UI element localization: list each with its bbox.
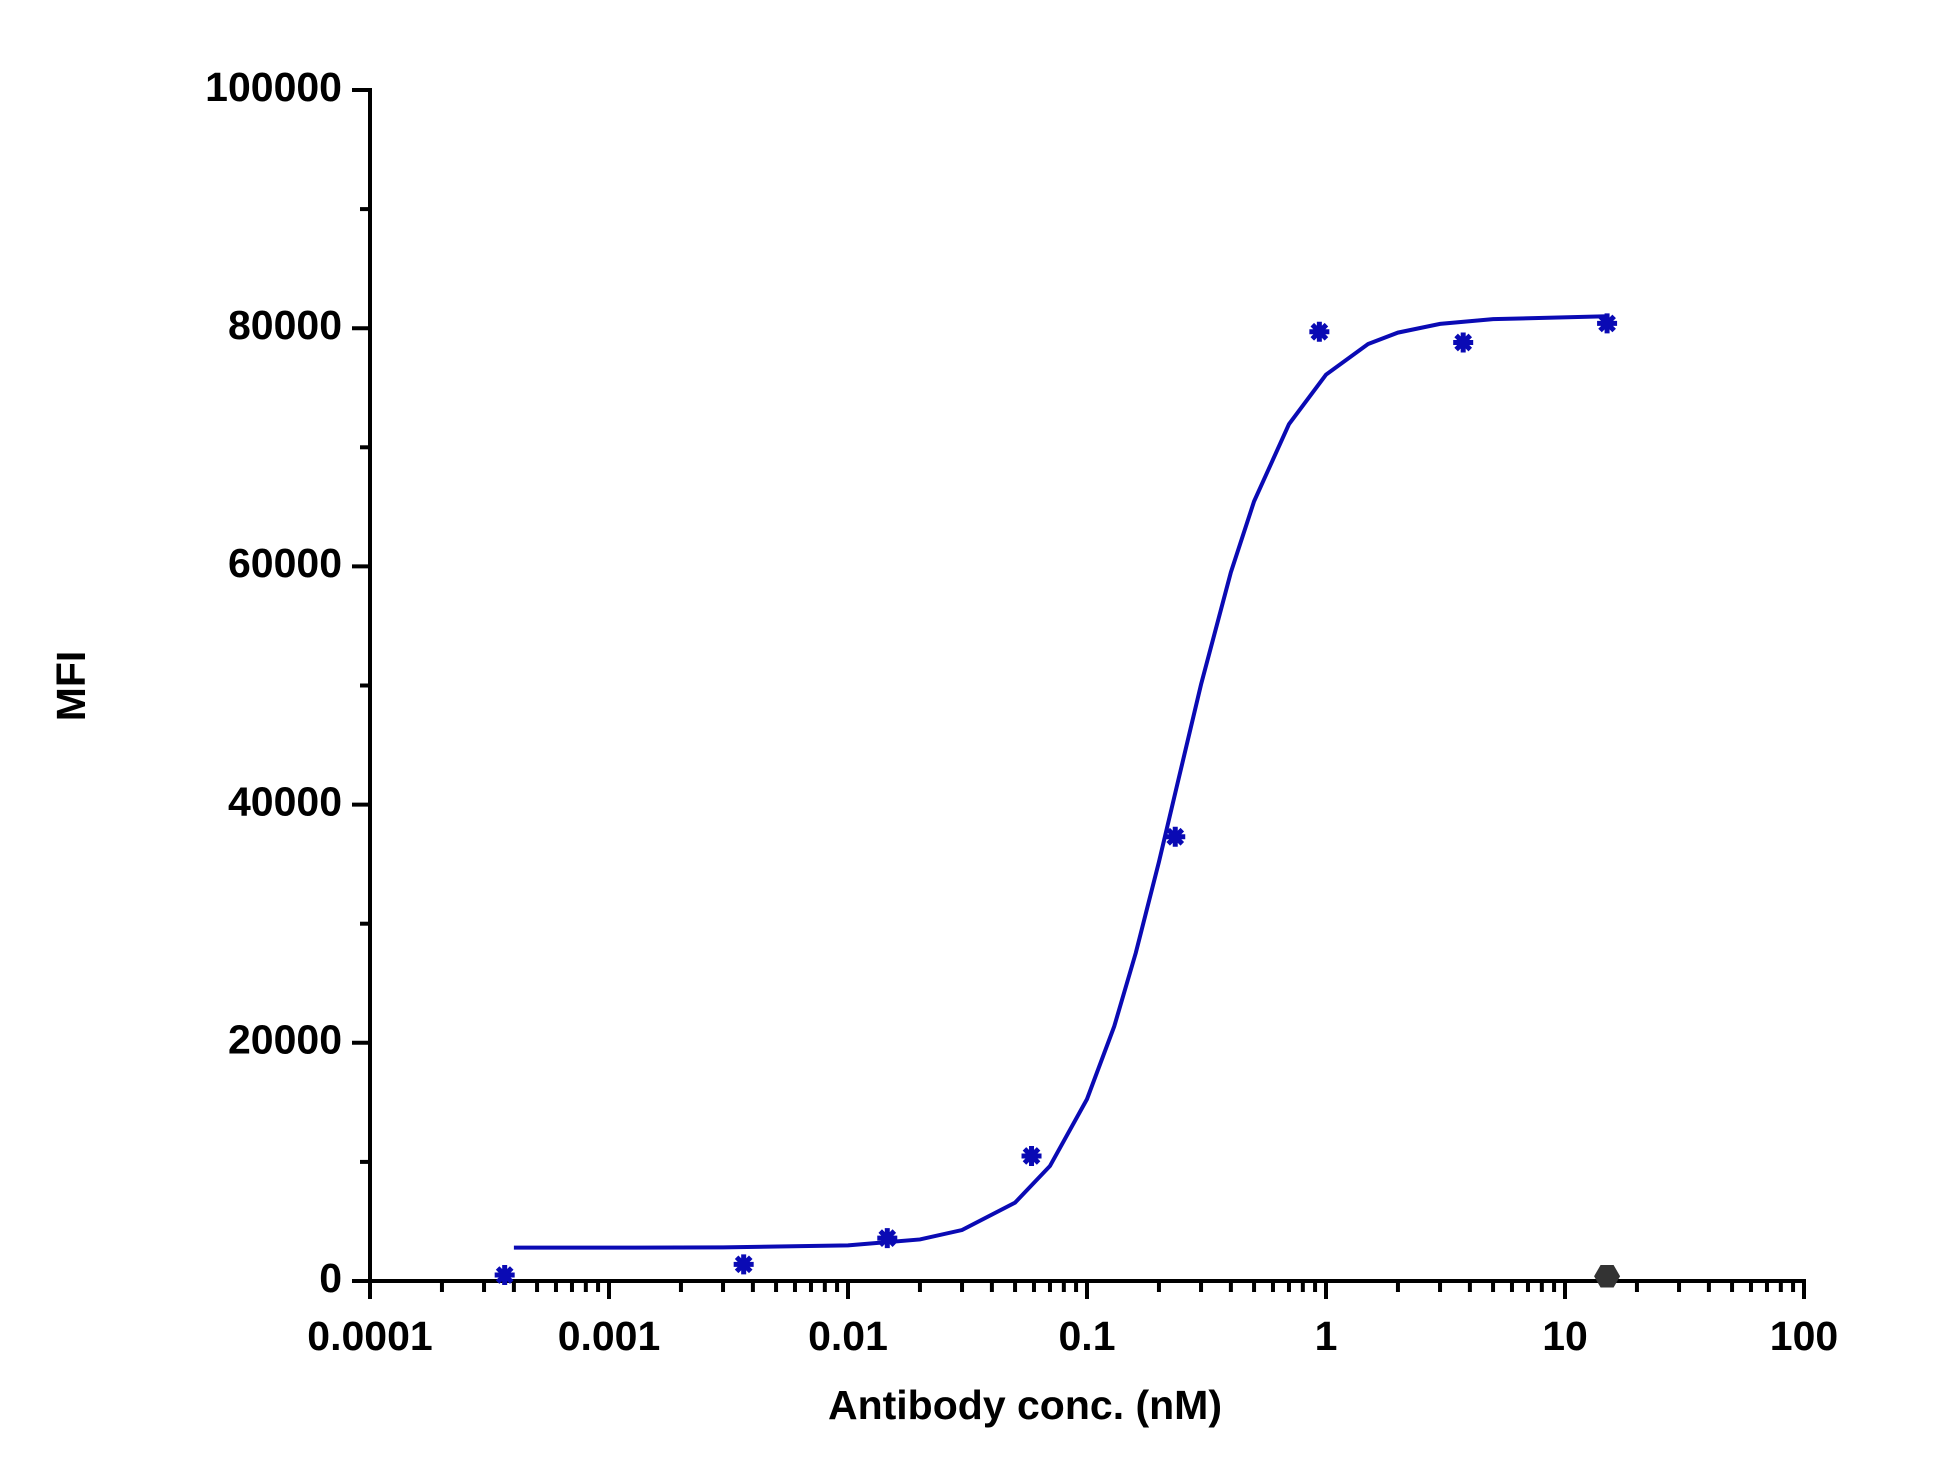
x-tick-label: 1 [1315,1313,1338,1359]
fit-curve [513,314,1608,1250]
data-point [1597,313,1618,334]
data-point [1594,1264,1621,1288]
data-point [877,1228,898,1249]
x-tick-label: 0.1 [1059,1313,1116,1359]
x-tick-label: 0.0001 [307,1313,432,1359]
x-axis-title: Antibody conc. (nM) [828,1382,1222,1428]
y-tick-label: 0 [319,1255,342,1301]
y-tick-label: 40000 [228,778,342,824]
x-tick-label: 0.01 [808,1313,888,1359]
data-point [1309,321,1330,342]
y-tick-label: 80000 [228,302,342,348]
x-tick-label: 100 [1770,1313,1838,1359]
y-tick-label: 100000 [205,64,342,110]
y-tick-label: 20000 [228,1017,342,1063]
x-tick-label: 10 [1542,1313,1588,1359]
y-axis-title: MFI [48,651,94,722]
data-point [733,1254,754,1275]
data-point [1453,332,1474,353]
y-tick-label: 60000 [228,540,342,586]
data-point [1021,1145,1042,1166]
data-point [1165,826,1186,847]
x-tick-label: 0.001 [558,1313,661,1359]
data-point [494,1265,515,1286]
